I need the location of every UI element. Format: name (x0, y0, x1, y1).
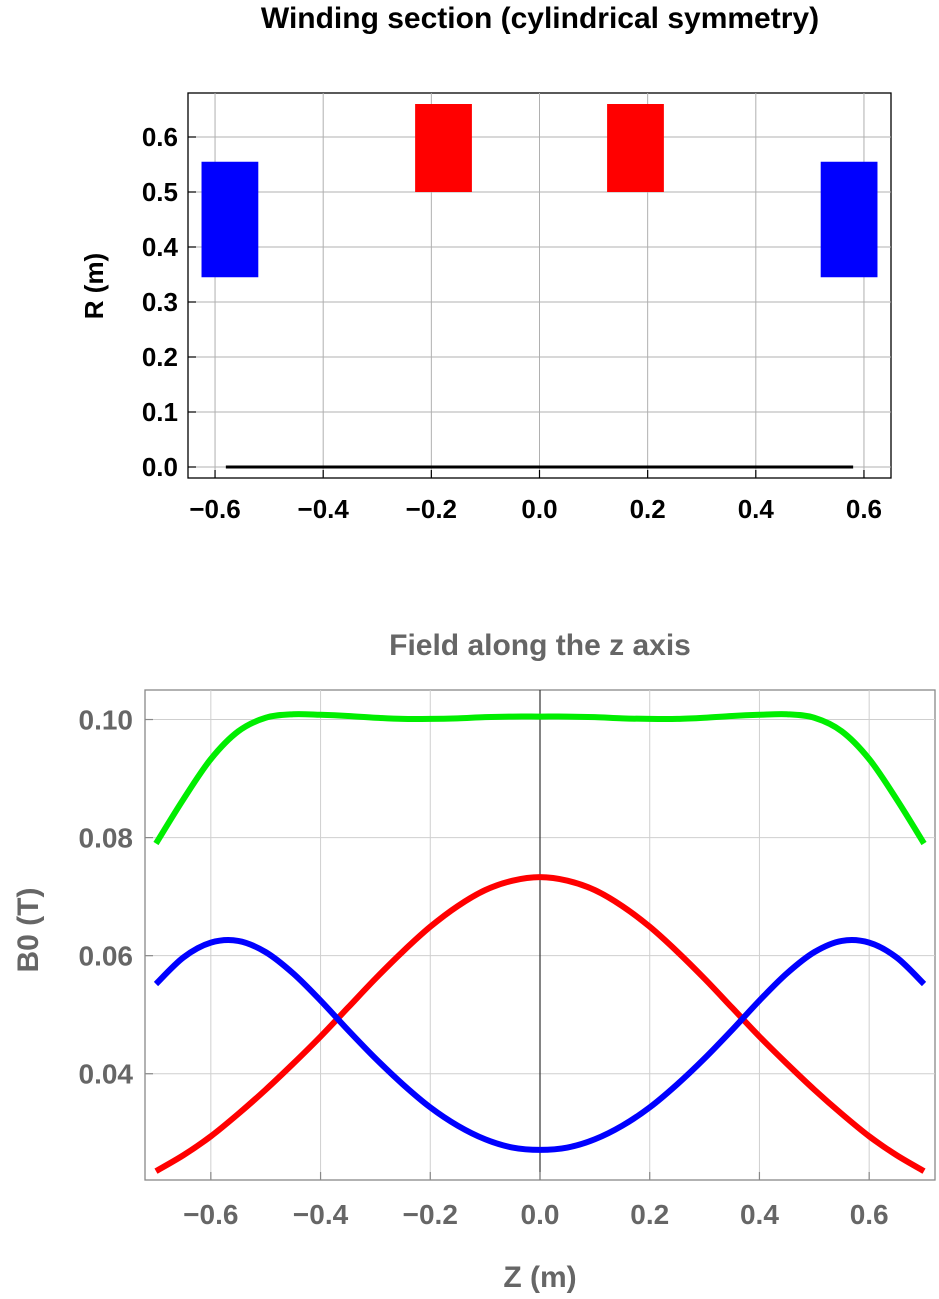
field-x-ticks: −0.6 −0.4 −0.2 0.0 0.2 0.4 0.6 (183, 1172, 889, 1230)
field-x-tick-label-5: 0.4 (740, 1199, 779, 1230)
coil-block-2 (607, 104, 664, 192)
field-x-tick-label-1: −0.4 (293, 1199, 349, 1230)
field-chart-title: Field along the z axis (389, 629, 691, 662)
field-x-axis-label: Z (m) (503, 1261, 576, 1294)
field-y-tick-label-3: 0.10 (79, 705, 134, 736)
field-x-tick-label-0: −0.6 (183, 1199, 238, 1230)
winding-x-tick-label-5: 0.4 (738, 494, 775, 524)
field-series-line-1 (154, 874, 926, 1174)
winding-coil-blocks (201, 104, 878, 278)
coil-block-1 (415, 104, 472, 192)
field-x-tick-label-4: 0.2 (630, 1199, 669, 1230)
winding-y-tick-label-0: 0.0 (142, 452, 178, 482)
winding-x-tick-label-6: 0.6 (846, 494, 882, 524)
field-y-tick-label-2: 0.08 (79, 823, 134, 854)
winding-y-tick-label-5: 0.5 (142, 177, 178, 207)
field-y-axis-label: B0 (T) (12, 888, 45, 973)
field-series-line-0 (153, 711, 927, 846)
winding-x-tick-label-2: −0.2 (406, 494, 457, 524)
field-y-ticks: 0.04 0.06 0.08 0.10 (79, 705, 153, 1090)
winding-x-ticks: −0.6 −0.4 −0.2 0.0 0.2 0.4 0.6 (189, 470, 882, 524)
coil-block-3 (820, 161, 878, 278)
winding-x-tick-label-4: 0.2 (630, 494, 666, 524)
coil-block-0 (201, 161, 259, 278)
field-x-tick-label-2: −0.2 (403, 1199, 458, 1230)
winding-y-tick-label-6: 0.6 (142, 122, 178, 152)
winding-y-tick-label-3: 0.3 (142, 287, 178, 317)
winding-x-tick-label-1: −0.4 (298, 494, 350, 524)
winding-x-tick-label-3: 0.0 (521, 494, 557, 524)
field-y-tick-label-1: 0.06 (79, 941, 134, 972)
winding-y-tick-label-4: 0.4 (142, 232, 179, 262)
field-series-line-2 (153, 937, 927, 1153)
field-y-tick-label-0: 0.04 (79, 1059, 134, 1090)
winding-y-ticks: 0.0 0.1 0.2 0.3 0.4 0.5 0.6 (142, 122, 196, 482)
field-series (153, 711, 927, 1174)
field-chart: Field along the z axis −0.6 −0.4 −0.2 0.0 0.… (12, 629, 936, 1294)
winding-y-axis-label: R (m) (79, 253, 109, 319)
field-x-tick-label-3: 0.0 (521, 1199, 560, 1230)
winding-x-tick-label-0: −0.6 (189, 494, 240, 524)
winding-y-tick-label-2: 0.2 (142, 342, 178, 372)
winding-gridlines (188, 93, 891, 478)
winding-y-tick-label-1: 0.1 (142, 397, 178, 427)
winding-section-chart: Winding section (cylindrical symmetry) −… (79, 2, 892, 524)
field-x-tick-label-6: 0.6 (850, 1199, 889, 1230)
winding-chart-title: Winding section (cylindrical symmetry) (261, 2, 819, 35)
